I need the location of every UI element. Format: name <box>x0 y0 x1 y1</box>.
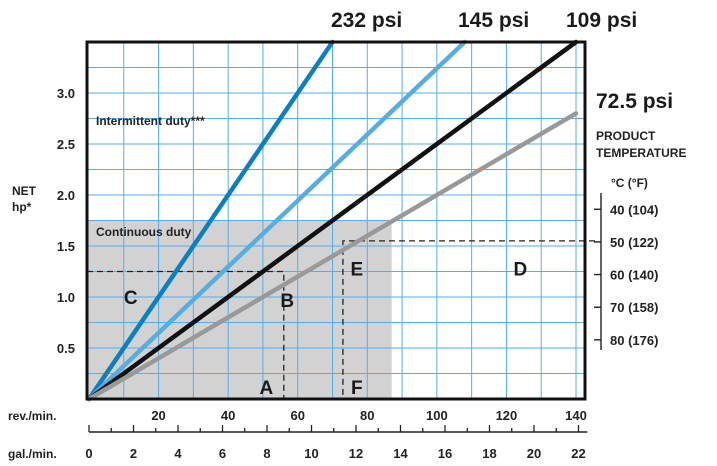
x-gal-tick-label: 12 <box>349 446 363 461</box>
y-tick-label: 1.5 <box>57 239 75 254</box>
x-rev-tick-label: 40 <box>221 408 235 423</box>
example-point-D: D <box>513 259 527 280</box>
x-rev-tick-label: 80 <box>360 408 374 423</box>
continuous-duty-label: Continuous duty <box>96 225 192 239</box>
intermittent-duty-label: Intermittent duty*** <box>96 114 205 128</box>
temperature-tick-label: 80 (176) <box>610 333 658 348</box>
x-gal-tick-label: 2 <box>130 446 137 461</box>
example-line-c-b-a <box>87 270 285 399</box>
series-line-4 <box>86 111 579 402</box>
y-tick-label: 1.0 <box>57 290 75 305</box>
temperature-title-line2: TEMPERATURE <box>596 146 686 160</box>
series-label: 232 psi <box>331 9 402 32</box>
y-axis-title-line1: NET <box>12 184 37 198</box>
x-gal-tick-label: 10 <box>304 446 318 461</box>
series-label: 145 psi <box>458 9 529 32</box>
example-point-E: E <box>351 259 364 280</box>
x-gal-tick-label: 0 <box>85 446 92 461</box>
x-gal-axis-title: gal./min. <box>8 447 57 461</box>
example-point-C: C <box>124 288 138 309</box>
x-gal-tick-label: 16 <box>438 446 452 461</box>
series-label: 72.5 psi <box>596 90 673 113</box>
x-gal-tick-label: 8 <box>263 446 270 461</box>
temperature-tick-label: 50 (122) <box>610 235 658 250</box>
plot-frame <box>85 40 587 401</box>
series-line-1 <box>86 39 335 402</box>
x-gal-tick-label: 18 <box>482 446 496 461</box>
series-label: 109 psi <box>566 9 637 32</box>
x-rev-axis-title: rev./min. <box>8 409 56 423</box>
temperature-tick-label: 40 (104) <box>610 202 658 217</box>
example-point-F: F <box>351 378 363 399</box>
x-rev-tick-label: 140 <box>565 408 587 423</box>
x-rev-tick-label: 20 <box>151 408 165 423</box>
y-tick-label: 0.5 <box>57 341 75 356</box>
y-axis-title-line2: hp* <box>12 200 32 214</box>
x-gal-tick-label: 20 <box>527 446 541 461</box>
x-rev-tick-label: 100 <box>426 408 448 423</box>
x-gal-tick-label: 6 <box>219 446 226 461</box>
x-rev-tick-label: 120 <box>496 408 518 423</box>
y-tick-label: 3.0 <box>57 86 75 101</box>
example-dashed-lines <box>87 240 595 399</box>
y-tick-label: 2.5 <box>57 137 75 152</box>
temperature-tick-label: 60 (140) <box>610 268 658 283</box>
x-gal-tick-label: 14 <box>393 446 408 461</box>
x-gal-tick-label: 4 <box>174 446 182 461</box>
y-tick-label: 2.0 <box>57 188 75 203</box>
x-rev-tick-label: 60 <box>290 408 304 423</box>
x-gal-tick-label: 22 <box>571 446 585 461</box>
example-point-A: A <box>260 378 274 399</box>
example-point-B: B <box>280 291 294 312</box>
series-line-2 <box>86 39 467 402</box>
temperature-units: °C (°F) <box>611 176 648 190</box>
series-lines <box>86 39 579 402</box>
temperature-title-line1: PRODUCT <box>596 129 656 143</box>
chart-text: 232 psi 145 psi 109 psi 72.5 psi Intermitten… <box>96 9 686 399</box>
series-line-3 <box>86 39 579 402</box>
example-line-d-e-f <box>342 240 595 399</box>
temperature-tick-label: 70 (158) <box>610 300 658 315</box>
